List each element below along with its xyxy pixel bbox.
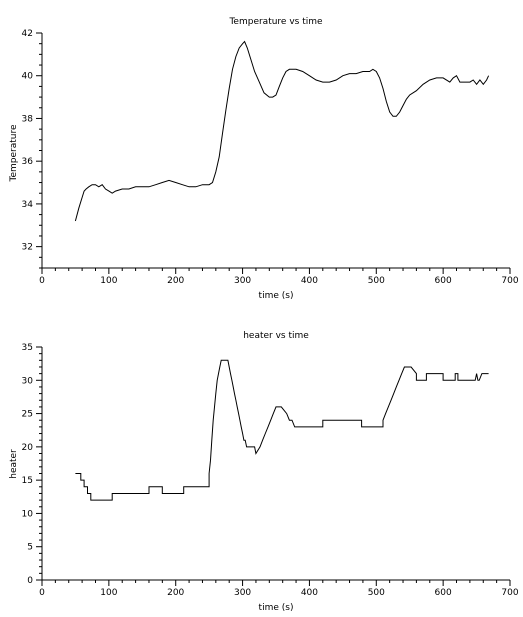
y-tick-label: 25 [22, 410, 33, 420]
x-tick-label: 700 [501, 588, 518, 598]
x-tick-label: 500 [368, 276, 385, 286]
x-tick-label: 0 [39, 588, 45, 598]
x-tick-label: 300 [234, 276, 251, 286]
x-tick-label: 700 [501, 276, 518, 286]
x-tick-label: 200 [167, 588, 184, 598]
y-tick-label: 38 [22, 114, 34, 124]
chart-title: Temperature vs time [228, 17, 323, 27]
x-tick-label: 300 [234, 588, 251, 598]
y-axis-label: heater [9, 449, 19, 479]
chart-title: heater vs time [243, 331, 309, 341]
x-tick-label: 0 [39, 276, 45, 286]
x-tick-label: 600 [435, 276, 452, 286]
y-tick-label: 36 [22, 157, 34, 167]
x-axis-label: time (s) [259, 603, 294, 613]
x-tick-label: 400 [301, 276, 318, 286]
x-tick-label: 600 [435, 588, 452, 598]
series-line [75, 359, 489, 501]
x-tick-label: 100 [100, 276, 117, 286]
y-tick-label: 35 [22, 343, 33, 353]
y-tick-label: 40 [22, 72, 34, 82]
y-tick-label: 0 [27, 576, 33, 586]
y-tick-label: 34 [22, 200, 34, 210]
y-tick-label: 5 [27, 543, 33, 553]
x-tick-label: 400 [301, 588, 318, 598]
y-tick-label: 42 [22, 29, 33, 39]
y-tick-label: 15 [22, 476, 33, 486]
y-tick-label: 30 [22, 376, 34, 386]
y-tick-label: 10 [22, 509, 34, 519]
y-axis-label: Temperature [9, 124, 19, 182]
temperature-chart: Temperature vs time time (s) Temperature… [9, 17, 519, 301]
y-tick-label: 20 [22, 443, 34, 453]
x-tick-label: 500 [368, 588, 385, 598]
x-tick-label: 100 [100, 588, 117, 598]
series-line [74, 40, 490, 222]
y-tick-label: 32 [22, 243, 33, 253]
x-tick-label: 200 [167, 276, 184, 286]
heater-chart: heater vs time time (s) heater 0 100 200 30… [9, 331, 519, 613]
x-axis-label: time (s) [259, 291, 294, 301]
